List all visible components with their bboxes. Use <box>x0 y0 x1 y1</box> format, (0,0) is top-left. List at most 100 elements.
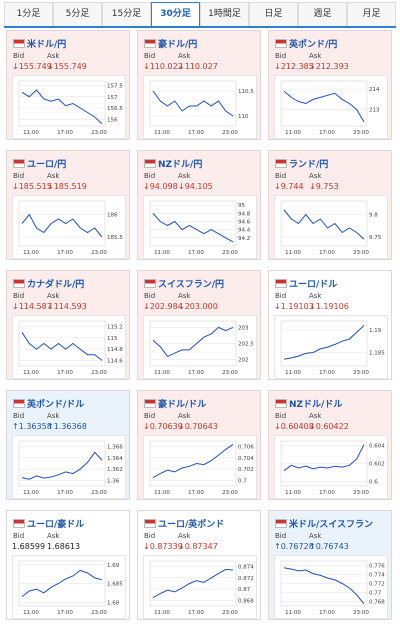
x-tick-label: 11:00 <box>154 610 170 616</box>
tab[interactable]: 1時間足 <box>200 2 249 26</box>
ask-value: ↓1.19106 <box>309 302 349 311</box>
tab[interactable]: 月足 <box>347 2 396 26</box>
mini-chart: 9.75 9.8 11:00 17:00 23:00 <box>274 195 388 259</box>
tab[interactable]: 日足 <box>249 2 298 26</box>
rate-panel[interactable]: 米ドル/円 Bid Ask ↓155.749 ↓155.749 156 156.5 157 15… <box>6 30 130 140</box>
rate-panel[interactable]: 豪ドル/ドル Bid Ask ↓0.70639 ↓0.70643 0.7 0.702 0.70… <box>137 390 261 500</box>
flag <box>275 279 287 288</box>
tab[interactable]: 5分足 <box>53 2 102 26</box>
pair-name: ユーロ/ドル <box>289 280 338 290</box>
tab[interactable]: 15分足 <box>102 2 151 26</box>
tab[interactable]: 週足 <box>298 2 347 26</box>
price-line <box>283 567 365 605</box>
plot-frame <box>18 440 106 487</box>
flag <box>13 279 25 288</box>
rate-panel[interactable]: NZドル/円 Bid Ask ↓94.098 ↓94.105 94.2 94.4 94.6 94… <box>137 150 261 260</box>
y-tick-label: 0.702 <box>238 467 254 473</box>
plot-frame <box>18 200 106 247</box>
mini-chart: 0.7 0.702 0.704 0.706 11:00 17:00 23:00 <box>143 435 257 499</box>
ask-value: ↓9.753 <box>309 182 339 191</box>
bid-value: ↓0.70639 <box>143 422 183 431</box>
x-tick-label: 17:00 <box>188 250 204 256</box>
x-tick-label: 11:00 <box>23 130 39 136</box>
x-tick-label: 17:00 <box>319 370 335 376</box>
bid-label: Bid <box>144 292 156 300</box>
ask-value: ↓114.593 <box>47 302 87 311</box>
rate-panel[interactable]: ユーロ/豪ドル Bid Ask 1.68599 1.68613 1.68 1.685 1.69… <box>6 510 130 620</box>
x-tick-label: 11:00 <box>23 610 39 616</box>
y-tick-label: 186 <box>107 213 118 219</box>
chart-svg: 0.7 0.702 0.704 0.706 11:00 17:00 23:00 <box>149 440 254 496</box>
ask-label: Ask <box>309 172 322 180</box>
y-tick-label: 214 <box>369 87 380 93</box>
x-tick-label: 23:00 <box>353 130 369 136</box>
tab[interactable]: 1分足 <box>4 2 53 26</box>
pair-name: ランド/円 <box>289 160 329 170</box>
x-tick-label: 17:00 <box>188 370 204 376</box>
pair-name: NZドル/円 <box>158 160 203 170</box>
ask-label: Ask <box>309 52 322 60</box>
rate-panel[interactable]: ユーロ/英ポンド Bid Ask ↓0.87339 ↓0.87347 0.868 0.87 0… <box>137 510 261 620</box>
x-tick-label: 23:00 <box>222 250 238 256</box>
bid-label: Bid <box>275 292 287 300</box>
rate-panel[interactable]: ユーロ/円 Bid Ask ↓185.515 ↓185.519 185.5 186 11:00… <box>6 150 130 260</box>
chart-svg: 156 156.5 157 157.5 11:00 17:00 23:00 <box>18 80 123 136</box>
bid-label: Bid <box>144 52 156 60</box>
x-tick-label: 17:00 <box>188 610 204 616</box>
x-tick-label: 17:00 <box>188 130 204 136</box>
flag <box>275 39 287 48</box>
rate-panel[interactable]: ユーロ/ドル Bid Ask ↓1.19103 ↓1.19106 1.185 1.19 11:… <box>268 270 392 380</box>
ask-label: Ask <box>178 412 191 420</box>
flag <box>144 279 156 288</box>
bid-value: 1.68599 <box>12 542 46 551</box>
bid-value: ↓0.60408 <box>274 422 314 431</box>
rate-panel[interactable]: 豪ドル/円 Bid Ask ↓110.022 ↓110.027 110 110.5 11:00… <box>137 30 261 140</box>
y-tick-label: 110 <box>238 114 249 120</box>
mini-chart: 1.185 1.19 11:00 17:00 23:00 <box>274 315 388 379</box>
timeframe-tabs: 1分足 5分足 15分足 30分足 1時間足 日足 週足 月足 <box>4 2 396 28</box>
flag <box>144 399 156 408</box>
chart-svg: 213 214 11:00 17:00 23:00 <box>280 80 380 136</box>
rate-panel[interactable]: カナダドル/円 Bid Ask ↓114.587 ↓114.593 114.6 114.8 1… <box>6 270 130 380</box>
rate-panel[interactable]: スイスフラン/円 Bid Ask ↓202.984 ↓203.000 202 202.5 20… <box>137 270 261 380</box>
y-tick-label: 0.602 <box>369 462 385 468</box>
y-tick-label: 1.185 <box>369 351 385 357</box>
chart-svg: 0.868 0.87 0.872 0.874 11:00 17:00 23:00 <box>149 560 254 616</box>
tab[interactable]: 30分足 <box>151 2 200 26</box>
bid-label: Bid <box>275 52 287 60</box>
price-line <box>21 89 103 125</box>
x-tick-label: 11:00 <box>285 490 301 496</box>
plot-frame <box>149 200 237 247</box>
ask-value: ↓0.60422 <box>309 422 349 431</box>
y-tick-label: 0.7 <box>238 478 247 484</box>
ask-value: ↓212.393 <box>309 62 349 71</box>
y-tick-label: 157.5 <box>107 84 123 90</box>
rate-panel[interactable]: 米ドル/スイスフラン Bid Ask ↑0.76728 ↑0.76743 0.768 0.7… <box>268 510 392 620</box>
x-tick-label: 17:00 <box>57 490 73 496</box>
bid-label: Bid <box>13 412 25 420</box>
y-tick-label: 114.6 <box>107 358 123 364</box>
pair-name: 英ポンド/ドル <box>27 400 85 410</box>
bid-value: ↓155.749 <box>12 62 52 71</box>
rate-panel[interactable]: 英ポンド/円 Bid Ask ↓212.385 ↓212.393 213 214 11:00 1… <box>268 30 392 140</box>
y-tick-label: 1.68 <box>107 600 120 606</box>
price-line <box>283 209 365 240</box>
plot-frame <box>149 440 237 487</box>
rate-panel[interactable]: NZドル/ドル Bid Ask ↓0.60408 ↓0.60422 0.6 0.602 0.6… <box>268 390 392 500</box>
mini-chart: 213 214 11:00 17:00 23:00 <box>274 75 388 139</box>
rate-panel[interactable]: 英ポンド/ドル Bid Ask ↑1.36358 ↑1.36368 1.36 1.362 1.… <box>6 390 130 500</box>
x-tick-label: 11:00 <box>285 610 301 616</box>
mini-chart: 110 110.5 11:00 17:00 23:00 <box>143 75 257 139</box>
x-tick-label: 11:00 <box>23 250 39 256</box>
price-line <box>152 568 234 599</box>
x-tick-label: 23:00 <box>222 610 238 616</box>
y-tick-label: 94.4 <box>238 228 251 234</box>
x-tick-label: 17:00 <box>319 610 335 616</box>
price-line <box>152 90 234 117</box>
ask-value: ↓185.519 <box>47 182 87 191</box>
bid-label: Bid <box>144 532 156 540</box>
ask-label: Ask <box>47 292 60 300</box>
flag <box>275 159 287 168</box>
rate-panel[interactable]: ランド/円 Bid Ask ↓9.744 ↓9.753 9.75 9.8 11:00 17:00… <box>268 150 392 260</box>
